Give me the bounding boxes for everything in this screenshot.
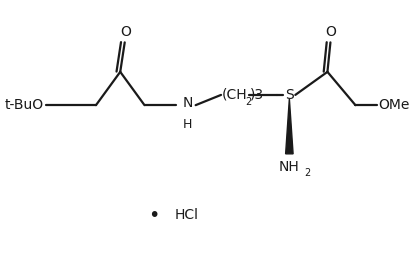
Text: OMe: OMe (378, 98, 409, 112)
Text: O: O (121, 25, 131, 39)
Text: H: H (183, 118, 192, 131)
Text: •: • (148, 206, 159, 225)
Text: O: O (326, 25, 337, 39)
Text: HCl: HCl (174, 208, 198, 222)
Text: (CH: (CH (222, 88, 247, 102)
Text: N: N (182, 96, 192, 110)
Text: 2: 2 (304, 168, 311, 178)
Text: t-BuO: t-BuO (5, 98, 44, 112)
Text: NH: NH (278, 160, 299, 174)
Polygon shape (286, 99, 293, 154)
Text: 2: 2 (245, 97, 251, 107)
Text: )3: )3 (250, 88, 264, 102)
Text: S: S (285, 88, 294, 102)
